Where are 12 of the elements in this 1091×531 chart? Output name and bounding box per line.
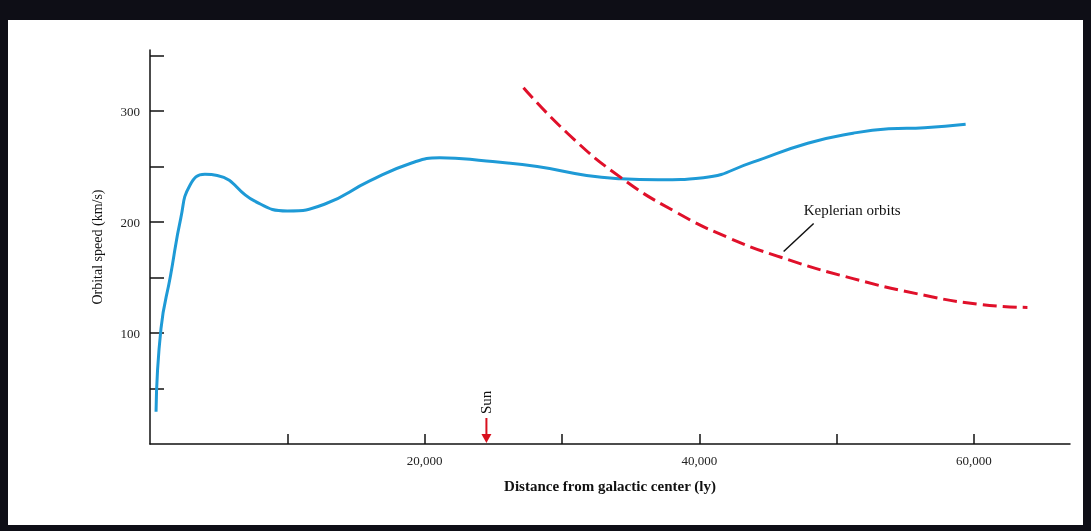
x-axis-title: Distance from galactic center (ly) <box>504 477 716 495</box>
line-series <box>521 86 1029 309</box>
y-tick-label: 200 <box>120 214 140 230</box>
x-tick-label: 40,000 <box>681 453 718 468</box>
x-tick-label: 60,000 <box>956 453 992 468</box>
line-series <box>154 122 968 414</box>
ref-line-label: Sun <box>477 390 494 414</box>
x-tick-label: 20,000 <box>406 453 443 468</box>
y-tick-label: 300 <box>120 103 140 119</box>
text: Keplerian orbits <box>803 202 901 219</box>
y-axis-title: Orbital speed (km/s) <box>89 189 106 305</box>
y-tick-label: 100 <box>120 325 140 341</box>
